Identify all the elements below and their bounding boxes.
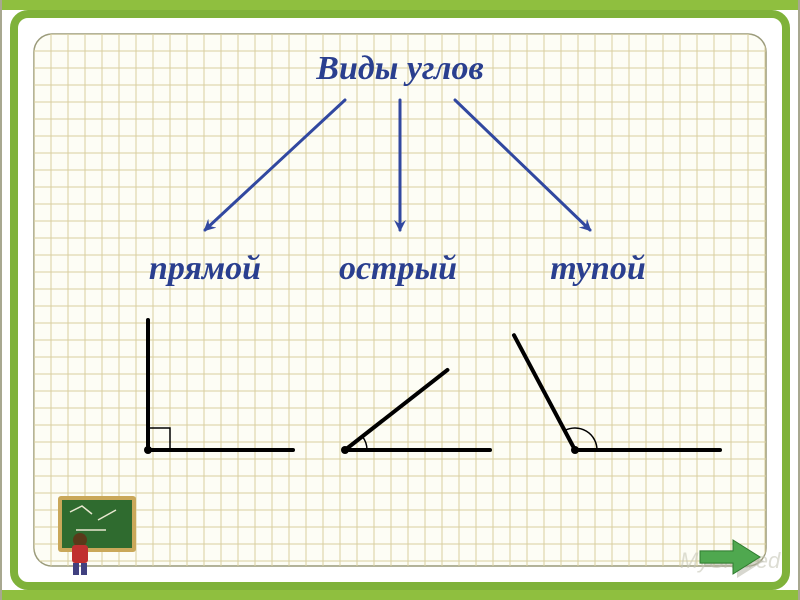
slide-stage: Виды углов прямой острый тупой MyShared [0,0,800,600]
diagram-layer: MyShared [0,0,800,600]
